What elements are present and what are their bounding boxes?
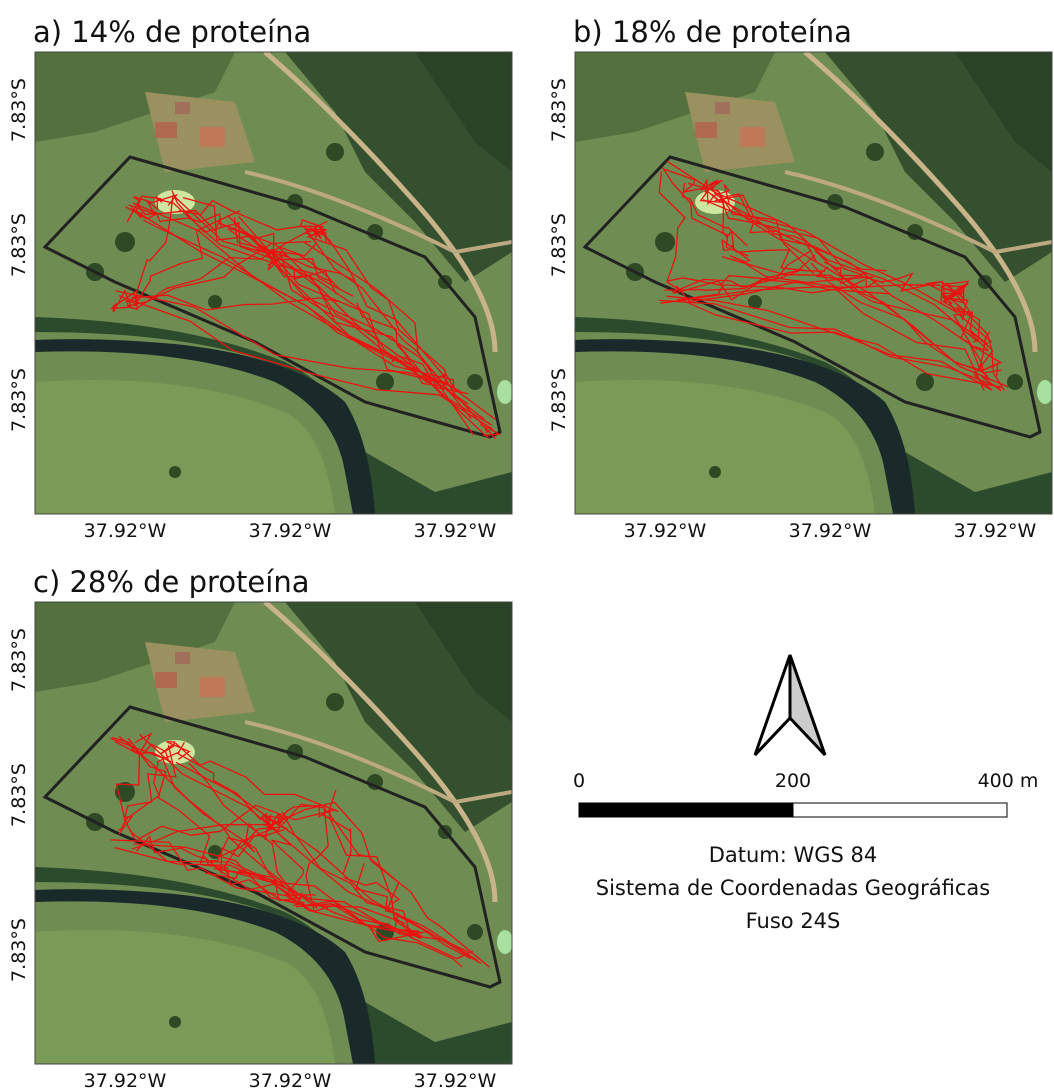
map-image	[35, 52, 513, 514]
lat-label: 7.83°S	[548, 78, 570, 142]
scale-label: 400 m	[978, 770, 1039, 792]
lat-label: 7.83°S	[8, 78, 30, 142]
scale-bar: 0 200 400 m	[573, 770, 1038, 817]
panel-title: c) 28% de proteína	[33, 565, 309, 599]
lat-label: 7.83°S	[8, 918, 30, 982]
scale-segment	[579, 803, 793, 817]
panel-title: a) 14% de proteína	[33, 15, 311, 49]
lat-label: 7.83°S	[548, 368, 570, 432]
map-image	[35, 602, 513, 1064]
lon-label: 37.92°W	[414, 1070, 497, 1088]
lon-label: 37.92°W	[249, 520, 332, 542]
lat-label: 7.83°S	[548, 213, 570, 277]
datum-note: Datum: WGS 84	[709, 843, 878, 867]
figure: 0 200 400 m Datum: WGS 84 Sistema de Coo…	[0, 0, 1054, 1088]
scale-label: 200	[775, 770, 811, 792]
lon-label: 37.92°W	[789, 520, 872, 542]
datum-note: Sistema de Coordenadas Geográficas	[596, 876, 991, 900]
body: 0 200 400 m Datum: WGS 84 Sistema de Coo…	[0, 0, 1054, 1088]
lat-label: 7.83°S	[8, 763, 30, 827]
scale-label: 0	[573, 770, 585, 792]
lat-label: 7.83°S	[8, 368, 30, 432]
page: Mapas de trajetos {"panels": [ {"title":…	[0, 0, 1054, 1088]
north-arrow	[755, 655, 825, 755]
datum-note: Fuso 24S	[746, 909, 841, 933]
lon-label: 37.92°W	[624, 520, 707, 542]
scale-segment	[793, 803, 1007, 817]
map-panel: b) 18% de proteína 7.83°S 7.83°S 7.83°S 37.9…	[548, 15, 1053, 542]
map-panel: a) 14% de proteína 7.83°S 7.83°S 7.83°S 37.9…	[8, 15, 513, 542]
lon-label: 37.92°W	[84, 1070, 167, 1088]
lat-label: 7.83°S	[8, 213, 30, 277]
lon-label: 37.92°W	[249, 1070, 332, 1088]
map-image	[575, 52, 1053, 514]
lat-label: 7.83°S	[8, 628, 30, 692]
map-panel: c) 28% de proteína 7.83°S 7.83°S 7.83°S 37.9…	[8, 565, 513, 1088]
lon-label: 37.92°W	[954, 520, 1037, 542]
panel-title: b) 18% de proteína	[573, 15, 852, 49]
lon-label: 37.92°W	[84, 520, 167, 542]
basemap	[35, 52, 513, 514]
lon-label: 37.92°W	[414, 520, 497, 542]
